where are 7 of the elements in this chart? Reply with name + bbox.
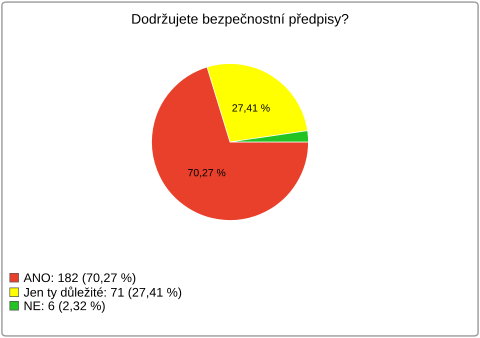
chart-title: Dodržujete bezpečnostní předpisy? xyxy=(132,13,348,27)
legend-label: ANO: 182 (70,27 %) xyxy=(24,272,136,285)
legend-label: Jen ty důležité: 71 (27,41 %) xyxy=(24,286,182,300)
pie-slice xyxy=(151,66,309,221)
legend-label: NE: 6 (2,32 %) xyxy=(24,301,105,313)
data-label: 70,27 % xyxy=(188,168,226,178)
data-label: 27,41 % xyxy=(232,104,270,113)
